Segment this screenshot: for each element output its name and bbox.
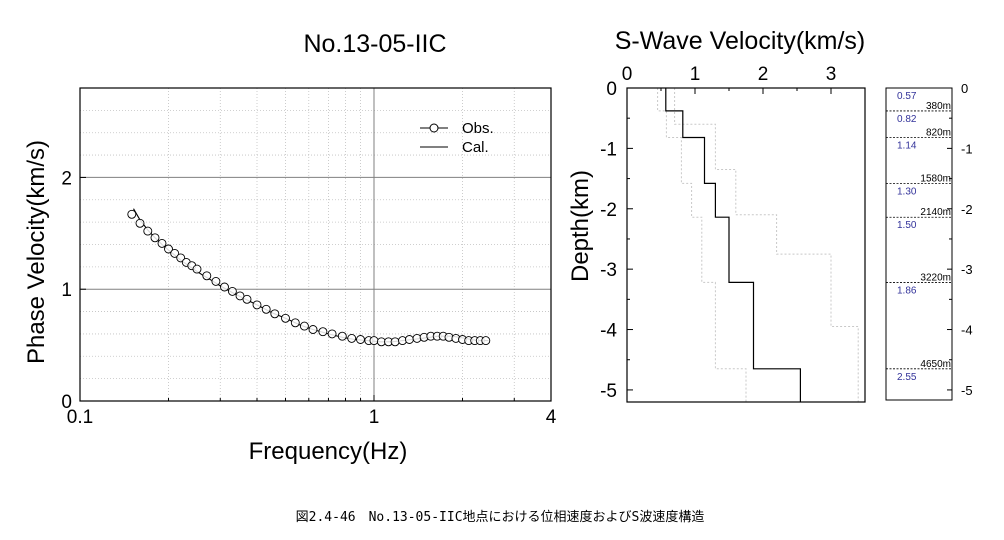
legend-obs-label: Obs. [462,120,494,137]
obs-point [202,271,212,281]
cal-line [133,208,489,343]
obs-point [404,335,414,344]
layer-vs-label: 1.30 [897,186,917,197]
obs-point [327,329,337,339]
layer-depth-label: 820m [926,128,951,139]
mid-x-tick-label: 1 [690,64,701,85]
mid-y-tick-label: -3 [600,260,617,281]
mid-x-tick-label: 2 [758,64,769,85]
layer-depth-label: 2140m [920,207,951,218]
obs-point [261,304,271,314]
obs-point [143,226,153,236]
column-depth-tick-label: -4 [961,323,973,338]
obs-point [157,238,167,248]
layer-vs-label: 1.14 [897,141,917,152]
obs-point [299,321,309,331]
vs-model-profile [665,88,801,402]
velocity-profiles [657,88,859,402]
mid-chart-title: S-Wave Velocity(km/s) [615,27,866,55]
layer-column-frame [885,87,953,401]
left-y-axis-label: Phase Velocity(km/s) [23,140,50,364]
left-plot-frame [79,87,552,402]
mid-y-tick-label: -4 [600,321,617,342]
column-depth-tick-label: 0 [961,81,968,96]
layer-depth-label: 1580m [920,173,951,184]
left-y-tick-label: 1 [61,280,72,301]
left-x-axis-label: Frequency(Hz) [249,438,408,465]
layer-vs-label: 0.82 [897,114,917,125]
figure-caption: 図2.4-46 No.13-05-IIC地点における位相速度およびS波速度構造 [296,509,705,525]
obs-point [192,264,202,274]
obs-point [170,248,180,258]
left-chart-title: No.13-05-IIC [303,30,446,58]
obs-point [227,286,237,296]
upper-bound-profile [674,88,859,402]
layer-vs-label: 0.57 [897,91,917,102]
left-x-tick-label: 0.1 [67,407,93,428]
left-y-tick-label: 0 [61,392,72,413]
legend-cal-label: Cal. [462,139,489,156]
obs-point [337,331,347,341]
mid-x-tick-label: 3 [826,64,837,85]
obs-point [127,209,137,219]
layer-vs-label: 1.86 [897,285,917,296]
obs-point [270,309,280,319]
obs-points [127,209,491,347]
left-ticks: 0.1 1 4 0 1 2 [61,168,556,428]
obs-point [390,337,400,347]
legend-obs-marker [429,123,439,133]
column-depth-tick-label: -2 [961,202,973,217]
column-depth-tick-label: -5 [961,383,973,398]
s-wave-velocity-chart: S-Wave Velocity(km/s) 0 1 2 3 0 -1 -2 -3 -4 -5 De… [567,27,866,403]
obs-point [290,318,300,328]
obs-point [318,327,328,337]
obs-point [252,300,262,310]
obs-point [164,244,173,254]
mid-y-tick-label: -1 [600,139,617,160]
left-x-tick-label: 4 [546,407,557,428]
obs-point [211,276,221,286]
layer-depth-label: 4650m [920,359,951,370]
column-depth-tick-label: -3 [961,262,973,277]
left-x-tick-label: 1 [369,407,380,428]
mid-y-tick-label: 0 [606,79,617,100]
obs-point [135,218,145,228]
mid-ticks: 0 1 2 3 0 -1 -2 -3 -4 -5 [600,64,836,402]
layer-vs-label: 1.50 [897,220,917,231]
column-depth-tick-label: -1 [961,141,973,156]
obs-point [281,313,290,323]
legend: Obs. Cal. [420,120,494,156]
mid-plot-frame [626,87,866,403]
lower-bound-profile [657,88,747,402]
obs-point [220,282,229,292]
layer-depth-label: 380m [926,101,951,112]
obs-point [242,294,252,304]
obs-point [308,325,318,334]
obs-point [369,336,379,346]
cal-curve [133,208,489,343]
phase-velocity-chart: No.13-05-IIC 0.1 1 4 0 1 2 Frequency(Hz) Phas… [23,30,557,465]
mid-y-axis-label: Depth(km) [567,170,594,282]
layer-vs-label: 2.55 [897,372,917,383]
left-y-tick-label: 2 [61,168,72,189]
obs-point [150,233,160,243]
obs-point [356,335,365,344]
mid-y-tick-label: -2 [600,200,617,221]
obs-point [347,333,357,343]
layer-depth-label: 3220m [920,272,951,283]
obs-point [481,336,491,346]
mid-x-tick-label: 0 [622,64,633,85]
mid-y-tick-label: -5 [600,381,617,402]
obs-point [235,291,245,301]
